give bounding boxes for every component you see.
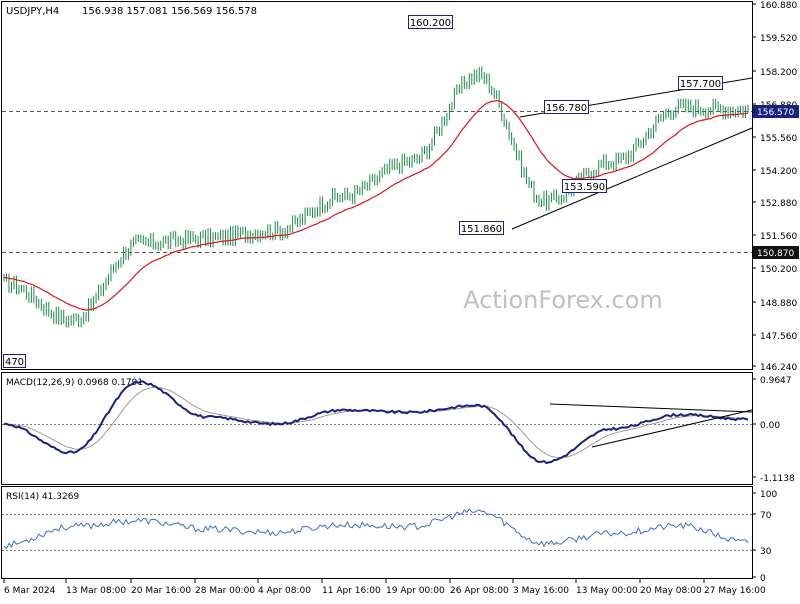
macd-tick: 0.9647 [760, 376, 792, 386]
annotation-151860-text: 151.860 [461, 224, 502, 235]
price-tick: 151.560 [760, 232, 797, 242]
time-tick: 3 May 16:00 [513, 586, 569, 596]
macd-axis: 0.9647 0.00 -1.1138 [752, 376, 795, 484]
time-tick: 11 Apr 16:00 [322, 586, 381, 596]
time-axis: 6 Mar 2024 13 Mar 08:00 20 Mar 16:00 28 … [3, 579, 766, 596]
time-tick: 20 May 08:00 [640, 586, 702, 596]
current-price-tag: 156.570 [753, 105, 799, 118]
time-tick: 13 May 00:00 [576, 586, 638, 596]
rsi-tick: 100 [760, 490, 777, 500]
price-tick: 150.200 [760, 265, 797, 275]
support-level-tag-text: 150.870 [757, 249, 794, 259]
annotation-153590: 153.590 [562, 179, 607, 193]
price-tick: 159.520 [760, 34, 797, 44]
time-tick: 6 Mar 2024 [4, 586, 56, 596]
rsi-line [3, 507, 749, 550]
support-level-tag: 150.870 [753, 246, 799, 259]
time-tick: 26 Apr 08:00 [450, 586, 509, 596]
ohlc-readout: 156.938 157.081 156.569 156.578 [82, 6, 257, 17]
annotation-low-470-text: 470 [5, 357, 24, 368]
annotation-151860: 151.860 [459, 221, 504, 235]
rsi-axis: 100 70 30 0 [752, 490, 777, 584]
price-tick: 155.560 [760, 134, 797, 144]
moving-average-line [4, 99, 749, 311]
macd-tick: 0.00 [760, 421, 780, 431]
annotation-157700: 157.700 [678, 76, 723, 90]
macd-upper-trendline [549, 403, 753, 413]
time-tick: 28 Mar 00:00 [195, 586, 255, 596]
annotation-low-470: 470 [3, 354, 26, 368]
symbol-label: USDJPY,H4 [6, 6, 59, 17]
annotation-160200-text: 160.200 [410, 18, 451, 29]
macd-lower-trendline [591, 409, 753, 448]
macd-title: MACD(12,26,9) 0.0968 0.1791 [6, 378, 143, 388]
time-tick: 27 May 16:00 [704, 586, 766, 596]
price-tick: 158.200 [760, 68, 797, 78]
price-bars [3, 66, 749, 328]
rsi-tick: 0 [760, 574, 766, 584]
watermark-text: ActionForex.com [463, 286, 663, 314]
time-tick: 4 Apr 08:00 [258, 586, 311, 596]
annotation-153590-text: 153.590 [564, 182, 605, 193]
channel-lower-line [511, 127, 753, 230]
time-tick: 13 Mar 08:00 [66, 586, 126, 596]
rsi-title: RSI(14) 41.3269 [6, 492, 79, 502]
price-axis: 160.880 159.520 158.200 156.880 155.560 … [752, 1, 797, 373]
macd-line [3, 380, 749, 465]
price-tick: 148.880 [760, 299, 797, 309]
current-price-tag-text: 156.570 [757, 108, 794, 118]
time-tick: 20 Mar 16:00 [131, 586, 191, 596]
annotation-160200: 160.200 [408, 15, 453, 29]
macd-tick: -1.1138 [760, 474, 795, 484]
time-tick: 19 Apr 00:00 [386, 586, 445, 596]
rsi-tick: 70 [760, 511, 772, 521]
price-panel-frame [1, 1, 753, 370]
macd-panel-frame [1, 372, 753, 485]
rsi-tick: 30 [760, 547, 772, 557]
annotation-156780-text: 156.780 [546, 103, 587, 114]
price-tick: 160.880 [760, 1, 797, 11]
price-tick: 146.240 [760, 363, 797, 373]
rsi-panel-frame [1, 486, 753, 579]
price-tick: 147.560 [760, 332, 797, 342]
annotation-156780: 156.780 [544, 100, 589, 114]
price-tick: 152.880 [760, 199, 797, 209]
price-tick: 154.200 [760, 167, 797, 177]
annotation-157700-text: 157.700 [680, 79, 721, 90]
